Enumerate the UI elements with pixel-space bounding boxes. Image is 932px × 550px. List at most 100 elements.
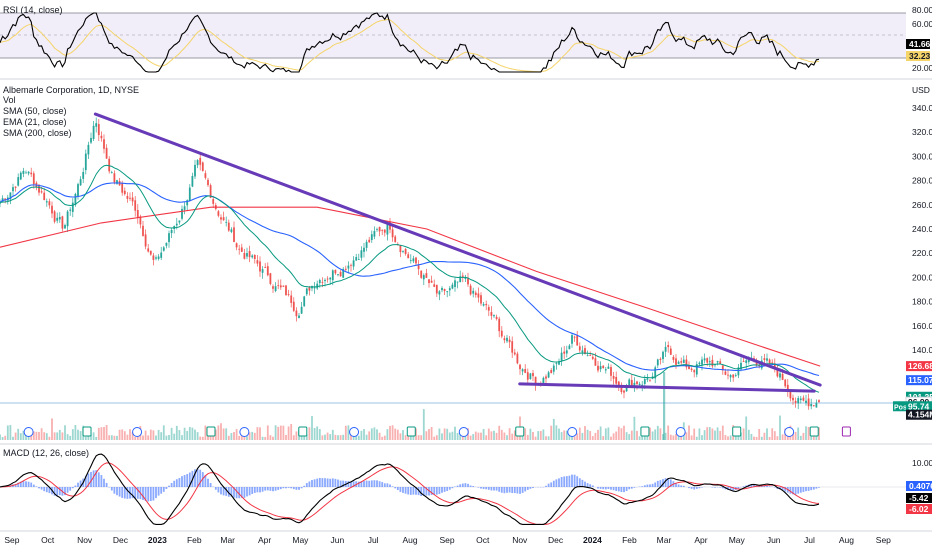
candle-body xyxy=(240,247,243,252)
macd-hist-bar xyxy=(503,487,506,494)
macd-hist-bar xyxy=(435,487,438,495)
macd-hist-bar xyxy=(279,487,282,490)
macd-hist-bar xyxy=(136,487,139,499)
candle-body xyxy=(56,217,59,221)
volume-bar xyxy=(425,431,428,440)
earnings-marker[interactable] xyxy=(298,426,308,437)
earnings-marker[interactable] xyxy=(732,426,742,437)
macd-hist-bar xyxy=(103,478,105,487)
dividend-marker[interactable] xyxy=(675,427,686,437)
volume-bar xyxy=(818,427,820,440)
candle-body xyxy=(617,381,620,386)
candle-body xyxy=(30,172,33,175)
candle-body xyxy=(690,368,693,370)
volume-bar xyxy=(628,434,631,440)
volume-bar xyxy=(724,435,727,440)
macd-hist-bar xyxy=(448,487,451,490)
earnings-marker[interactable] xyxy=(515,426,525,437)
macd-hist-bar xyxy=(295,487,298,490)
candle-body xyxy=(71,202,74,212)
macd-hist-bar xyxy=(207,478,209,487)
macd-hist-bar xyxy=(58,487,61,496)
macd-hist-bar xyxy=(92,470,95,487)
macd-hist-bar xyxy=(259,487,261,493)
volume-bar xyxy=(77,429,79,440)
candle-body xyxy=(500,330,503,337)
candle-body xyxy=(721,365,724,371)
earnings-marker[interactable] xyxy=(206,426,216,437)
candle-body xyxy=(300,306,303,314)
price-pane[interactable]: Albemarle Corporation, 1D, NYSE Vol SMA … xyxy=(0,85,932,440)
macd-hist-bar xyxy=(690,487,693,489)
macd-hist-bar xyxy=(199,469,202,487)
macd-hist-bar xyxy=(337,479,339,487)
macd-hist-bar xyxy=(389,484,391,487)
macd-pane[interactable]: MACD (12, 26, close) 10.00 0.4076 -5.42-6… xyxy=(0,448,932,525)
descending-trendline[interactable] xyxy=(93,112,822,387)
candle-body xyxy=(519,364,521,370)
candle-body xyxy=(360,250,363,258)
macd-hist-bar xyxy=(675,483,677,487)
dividend-marker[interactable] xyxy=(349,427,360,437)
dividend-marker[interactable] xyxy=(132,427,143,437)
svg-text:41.66: 41.66 xyxy=(909,39,931,49)
earnings-marker[interactable] xyxy=(809,426,819,437)
volume-bar xyxy=(173,433,176,440)
support-trendline[interactable] xyxy=(518,382,816,393)
macd-hist-bar xyxy=(126,487,129,499)
candle-body xyxy=(698,362,701,365)
event-markers[interactable] xyxy=(23,426,851,437)
candle-body xyxy=(474,292,477,295)
dividend-marker[interactable] xyxy=(23,427,34,437)
macd-hist-bar xyxy=(576,476,579,487)
volume-bar xyxy=(305,434,308,440)
candle-body xyxy=(451,284,454,289)
volume-bar xyxy=(253,432,256,440)
upcoming-earnings-marker[interactable] xyxy=(841,426,851,437)
volume-bar xyxy=(794,431,797,440)
macd-hist-bar xyxy=(620,487,623,492)
macd-hist-bar xyxy=(797,487,800,494)
rsi-tick-20: 20.00 xyxy=(912,63,932,73)
dividend-marker[interactable] xyxy=(239,427,250,437)
volume-bar xyxy=(324,434,326,440)
x-axis[interactable]: Sep Oct Nov Dec 2023 Feb Mar Apr May Jun Jul Aug Sep… xyxy=(4,535,891,545)
macd-hist-bar xyxy=(477,487,480,488)
candle-body xyxy=(675,358,677,365)
volume-bar xyxy=(763,432,766,440)
rsi-pane[interactable]: RSI (14, close) 80.00 60.00 20.00 41.66 … xyxy=(0,5,932,73)
macd-hist-bar xyxy=(342,480,345,487)
volume-bar xyxy=(607,427,610,440)
earnings-marker[interactable] xyxy=(82,426,92,437)
candle-body xyxy=(295,310,298,317)
dividend-marker[interactable] xyxy=(784,427,795,437)
volume-bar xyxy=(376,429,378,440)
dividend-marker[interactable] xyxy=(567,427,578,437)
candle-body xyxy=(376,229,378,230)
macd-hist-bar xyxy=(506,487,508,493)
macd-hist-bar xyxy=(170,483,173,487)
volume-bar xyxy=(711,428,714,440)
volume-bar xyxy=(441,433,443,440)
macd-hist-bar xyxy=(430,487,433,495)
candle-body xyxy=(734,375,737,376)
dividend-marker[interactable] xyxy=(458,427,469,437)
price-axis[interactable]: 340.00 320.00 300.00 280.00 260.00 240.00 220.… xyxy=(912,103,932,355)
volume-bar xyxy=(755,436,758,440)
volume-bar xyxy=(459,431,462,440)
volume-bar xyxy=(22,430,25,440)
candle-body xyxy=(303,296,306,307)
rsi-value-badge: 41.66 xyxy=(906,39,931,49)
earnings-marker[interactable] xyxy=(406,426,416,437)
volume-bar xyxy=(636,430,638,440)
macd-hist-bar xyxy=(157,487,160,496)
candle-body xyxy=(357,259,360,260)
volume-bar xyxy=(799,435,802,440)
candle-body xyxy=(66,211,69,227)
candle-body xyxy=(584,348,586,355)
ema21-line xyxy=(0,164,820,393)
volume-bar xyxy=(220,423,222,440)
earnings-marker[interactable] xyxy=(640,426,650,437)
